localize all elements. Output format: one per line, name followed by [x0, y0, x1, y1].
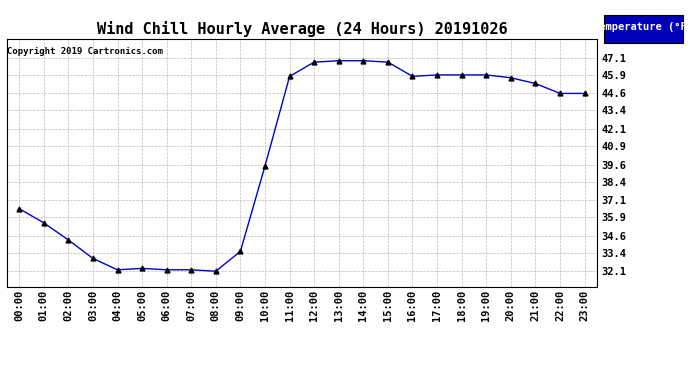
- Text: Copyright 2019 Cartronics.com: Copyright 2019 Cartronics.com: [7, 47, 163, 56]
- Text: Temperature (°F): Temperature (°F): [593, 22, 690, 32]
- Title: Wind Chill Hourly Average (24 Hours) 20191026: Wind Chill Hourly Average (24 Hours) 201…: [97, 21, 507, 37]
